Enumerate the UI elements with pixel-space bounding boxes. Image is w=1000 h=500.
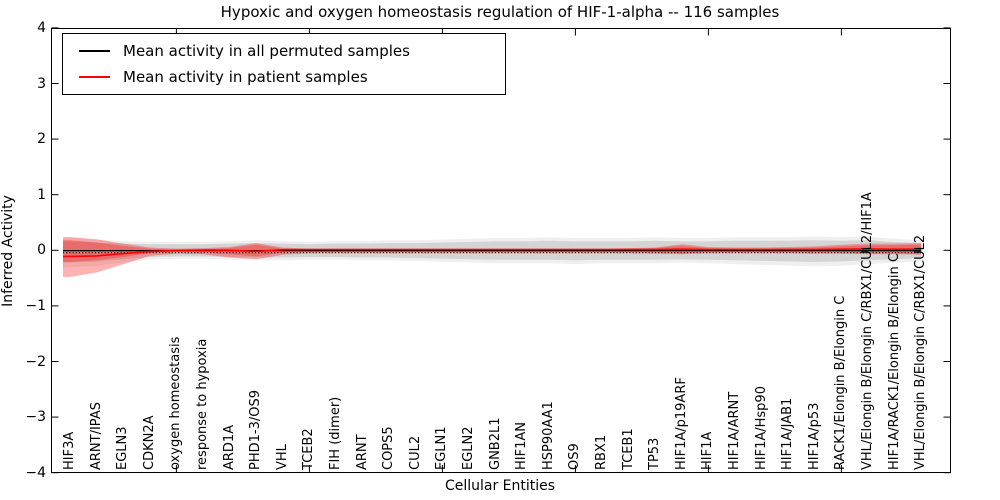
category-label: FIH (dimer) — [328, 396, 343, 470]
legend: Mean activity in all permuted samples Me… — [62, 33, 506, 95]
category-label: HIF1A/RACK1/Elongin B/Elongin C — [886, 253, 902, 470]
category-label: HIF1A — [700, 431, 716, 470]
category-label: ARD1A — [221, 424, 237, 470]
category-label: GNB2L1 — [487, 417, 503, 470]
category-label: COPS5 — [381, 426, 397, 470]
category-label: EGLN2 — [461, 426, 476, 470]
category-label: TCEB2 — [301, 428, 317, 470]
category-label: ARNT/IPAS — [88, 402, 104, 470]
category-label: HIF3A — [62, 431, 77, 470]
category-label: VHL/Elongin B/Elongin C/RBX1/CUL2/HIF1A — [860, 192, 875, 470]
category-label: oxygen homeostasis — [168, 336, 184, 470]
y-tick-label: 4 — [37, 19, 46, 36]
category-label: CDKN2A — [141, 415, 157, 470]
category-label: RBX1 — [594, 434, 609, 470]
category-label: HSP90AA1 — [540, 401, 556, 470]
legend-entry-permuted: Mean activity in all permuted samples — [63, 39, 505, 63]
y-tick-label: 1 — [37, 186, 46, 203]
legend-label-permuted: Mean activity in all permuted samples — [123, 42, 410, 60]
category-label: HIF1A/Hsp90 — [753, 386, 769, 470]
category-label: HIF1A/JAB1 — [780, 397, 796, 470]
patient-spread-band-outer — [63, 237, 922, 277]
category-label: RACK1/Elongin B/Elongin C — [833, 295, 849, 470]
chart-title: Hypoxic and oxygen homeostasis regulatio… — [220, 3, 780, 21]
category-label: VHL — [274, 444, 290, 470]
category-label: TCEB1 — [620, 428, 636, 470]
legend-entry-patient: Mean activity in patient samples — [63, 65, 505, 89]
x-axis-label: Cellular Entities — [444, 478, 556, 494]
category-label: OS9 — [567, 443, 583, 470]
patient-line-swatch — [79, 76, 110, 78]
category-label: PHD1-3/OS9 — [248, 390, 264, 470]
permuted-spread-band-outer — [63, 236, 922, 268]
legend-label-patient: Mean activity in patient samples — [123, 68, 368, 86]
y-tick-label: 0 — [37, 242, 46, 259]
y-tick-label: −3 — [25, 409, 46, 426]
category-label: response to hypoxia — [195, 338, 210, 470]
category-label: VHL/Elongin B/Elongin C/RBX1/CUL2 — [913, 234, 929, 470]
y-tick-label: −2 — [25, 353, 46, 370]
patient-mean-line — [63, 248, 922, 258]
category-label: HIF1AN — [514, 422, 530, 470]
category-label: CUL2 — [407, 435, 423, 470]
permuted-spread-band — [63, 240, 922, 263]
category-label: EGLN3 — [115, 426, 131, 470]
category-label: HIF1A/p19ARF — [673, 377, 689, 470]
category-label: HIF1A/ARNT — [727, 391, 742, 470]
y-tick-label: 3 — [37, 75, 46, 92]
category-label: EGLN1 — [434, 426, 450, 470]
y-tick-label: 2 — [37, 131, 46, 148]
category-label: HIF1A/p53 — [806, 402, 822, 470]
y-tick-label: −4 — [25, 464, 46, 481]
permuted-line-swatch — [79, 50, 110, 52]
y-tick-label: −1 — [25, 297, 46, 314]
category-label: TP53 — [647, 437, 663, 470]
category-label: ARNT — [354, 434, 370, 470]
